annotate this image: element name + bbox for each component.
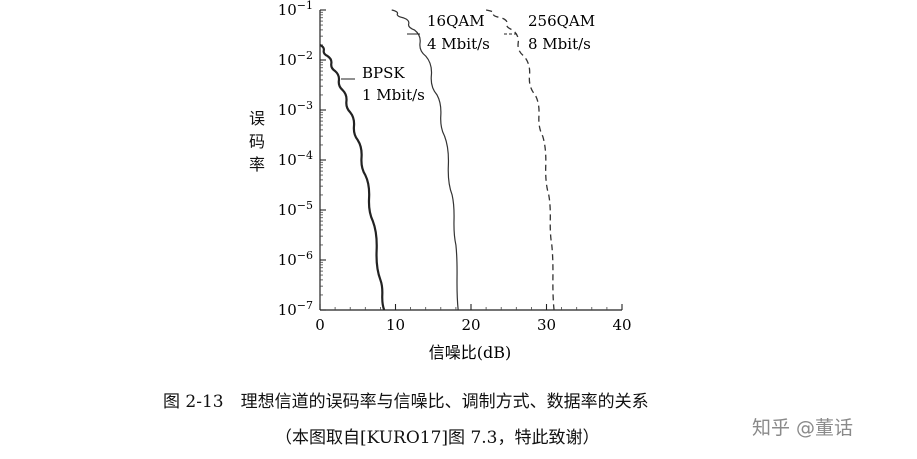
series-line-256qam — [485, 9, 555, 311]
y-axis-label-char-2: 码 — [249, 132, 266, 151]
figure-caption: 图 2-13 理想信道的误码率与信噪比、调制方式、数据率的关系 — [163, 392, 649, 412]
series-label-rate: 1 Mbit/s — [362, 86, 425, 104]
series-line-16qam — [391, 9, 459, 311]
chart-series — [319, 9, 555, 311]
x-tick-label: 40 — [612, 316, 631, 334]
x-tick-label: 30 — [537, 316, 556, 334]
series-line-bpsk — [319, 43, 386, 311]
series-label-rate: 4 Mbit/s — [427, 35, 490, 53]
x-tick-label: 0 — [315, 316, 325, 334]
y-ticks: 10−1 10−2 10−3 10−4 10−5 10−6 10−7 — [278, 0, 326, 319]
figure-caption-source: （本图取自[KURO17]图 7.3，特此致谢） — [275, 428, 600, 448]
y-tick-label: 10−1 — [278, 0, 313, 19]
series-label-name: 256QAM — [528, 12, 595, 30]
chart-axes — [319, 10, 622, 311]
x-tick-label: 20 — [461, 316, 480, 334]
y-tick-label: 10−3 — [278, 99, 313, 119]
x-axis-label: 信噪比(dB) — [429, 343, 512, 362]
y-tick-label: 10−6 — [278, 249, 313, 269]
watermark: 知乎 @董话 — [752, 417, 854, 439]
y-tick-label: 10−4 — [278, 149, 313, 169]
series-label-name: 16QAM — [427, 12, 485, 30]
y-tick-label: 10−2 — [278, 49, 313, 69]
x-ticks: 0 10 20 30 40 — [315, 304, 632, 334]
y-axis-label-char-3: 率 — [249, 155, 266, 174]
series-label-name: BPSK — [362, 64, 405, 82]
y-axis-label-char-1: 误 — [249, 109, 266, 128]
y-tick-label: 10−7 — [278, 299, 313, 319]
series-label-rate: 8 Mbit/s — [528, 35, 591, 53]
series-labels: BPSK 1 Mbit/s 16QAM 4 Mbit/s 256QAM 8 Mbit/s — [341, 12, 595, 104]
x-tick-label: 10 — [386, 316, 405, 334]
y-tick-label: 10−5 — [278, 199, 313, 219]
